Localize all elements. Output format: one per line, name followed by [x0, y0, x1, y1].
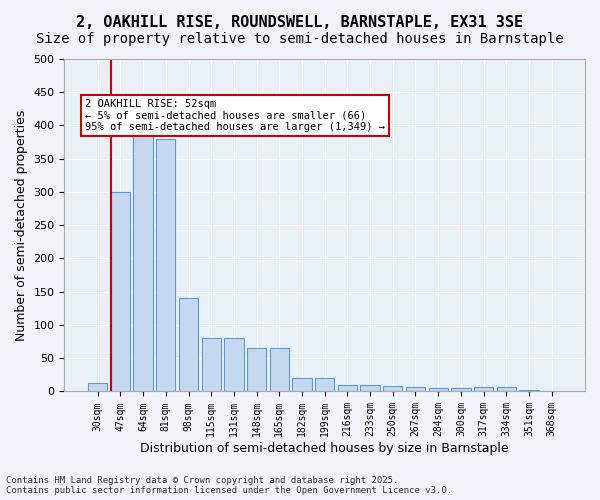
Bar [202, 338, 221, 392]
Text: 2, OAKHILL RISE, ROUNDSWELL, BARNSTAPLE, EX31 3SE: 2, OAKHILL RISE, ROUNDSWELL, BARNSTAPLE,… [76, 15, 524, 30]
X-axis label: Distribution of semi-detached houses by size in Barnstaple: Distribution of semi-detached houses by … [140, 442, 509, 455]
Bar [156, 139, 175, 392]
Bar [179, 298, 198, 392]
Bar [361, 385, 380, 392]
Bar [474, 388, 493, 392]
Bar [428, 388, 448, 392]
Text: Size of property relative to semi-detached houses in Barnstaple: Size of property relative to semi-detach… [36, 32, 564, 46]
Bar [497, 388, 516, 392]
Bar [88, 384, 107, 392]
Bar [133, 132, 153, 392]
Bar [224, 338, 244, 392]
Bar [338, 385, 357, 392]
Bar [292, 378, 311, 392]
Bar [520, 390, 539, 392]
Bar [111, 192, 130, 392]
Bar [315, 378, 334, 392]
Bar [247, 348, 266, 392]
Bar [269, 348, 289, 392]
Bar [383, 386, 403, 392]
Bar [451, 388, 470, 392]
Bar [406, 388, 425, 392]
Y-axis label: Number of semi-detached properties: Number of semi-detached properties [15, 110, 28, 341]
Text: 2 OAKHILL RISE: 52sqm
← 5% of semi-detached houses are smaller (66)
95% of semi-: 2 OAKHILL RISE: 52sqm ← 5% of semi-detac… [85, 99, 385, 132]
Bar [542, 391, 562, 392]
Text: Contains HM Land Registry data © Crown copyright and database right 2025.
Contai: Contains HM Land Registry data © Crown c… [6, 476, 452, 495]
